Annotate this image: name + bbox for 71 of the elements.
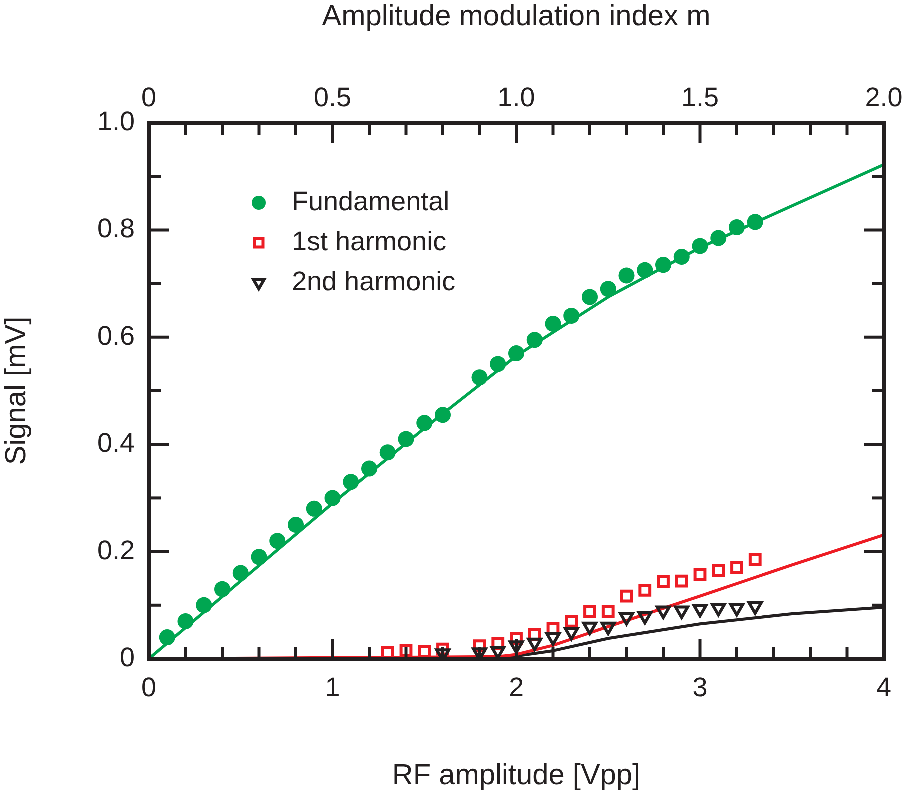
point — [748, 553, 762, 566]
legend-label: 1st harmonic — [292, 226, 447, 256]
point — [288, 517, 304, 533]
point — [178, 613, 194, 630]
y-tick-label: 0.2 — [97, 535, 135, 566]
point — [730, 561, 744, 574]
point — [545, 316, 562, 332]
point — [472, 370, 488, 386]
x2-tick-label: 1.5 — [681, 82, 720, 112]
x-tick-label: 0 — [141, 672, 157, 703]
point — [582, 289, 598, 306]
point — [418, 645, 432, 658]
y-tick-label: 1.0 — [97, 106, 135, 136]
point — [747, 214, 764, 230]
point — [692, 238, 708, 254]
x-tick-label: 2 — [508, 672, 524, 703]
point — [602, 605, 615, 618]
point — [400, 644, 413, 658]
point — [362, 460, 378, 477]
point — [710, 230, 727, 246]
point — [527, 638, 542, 652]
y-axis-title: Signal [mV] — [0, 316, 32, 466]
point — [490, 356, 506, 372]
point — [600, 281, 616, 298]
point — [729, 220, 745, 236]
point — [306, 500, 322, 517]
point — [196, 597, 212, 614]
x-tick-label: 1 — [325, 672, 340, 703]
point — [526, 332, 543, 348]
point — [435, 407, 451, 424]
point — [620, 590, 634, 603]
point — [657, 575, 670, 588]
point — [490, 646, 506, 659]
point — [712, 564, 726, 578]
y-tick-label: 0.8 — [97, 214, 135, 244]
point — [637, 262, 654, 278]
x-tick-label: 4 — [876, 672, 892, 703]
point — [324, 490, 341, 506]
point — [674, 249, 690, 265]
x2-tick-label: 0.5 — [314, 82, 352, 112]
point — [398, 431, 414, 448]
x-axis-title: RF amplitude [Vpp] — [392, 760, 641, 792]
x2-tick-label: 0 — [141, 82, 157, 112]
x2-axis-title: Amplitude modulation index m — [322, 0, 711, 32]
x2-tick-label: 1.0 — [498, 82, 536, 112]
y-tick-label: 0.6 — [97, 320, 135, 351]
point — [618, 268, 635, 284]
point — [472, 648, 488, 659]
point — [675, 574, 688, 588]
y-tick-label: 0.4 — [97, 428, 135, 458]
point — [565, 615, 578, 628]
point — [508, 345, 524, 362]
point — [416, 415, 433, 432]
x2-tick-label: 2.0 — [865, 82, 903, 112]
legend-label: 2nd harmonic — [292, 266, 456, 296]
point — [656, 257, 672, 274]
point — [214, 581, 230, 598]
point — [638, 584, 652, 597]
point — [584, 605, 596, 618]
legend-label: Fundamental — [292, 186, 450, 216]
point — [343, 474, 360, 490]
x-tick-label: 3 — [692, 672, 708, 703]
point — [564, 308, 580, 324]
point — [232, 565, 249, 582]
y-tick-label: 0 — [120, 642, 135, 672]
point — [694, 568, 707, 582]
point — [159, 630, 176, 646]
point — [380, 444, 396, 461]
point — [748, 601, 763, 615]
point — [251, 549, 268, 566]
point — [270, 533, 286, 550]
